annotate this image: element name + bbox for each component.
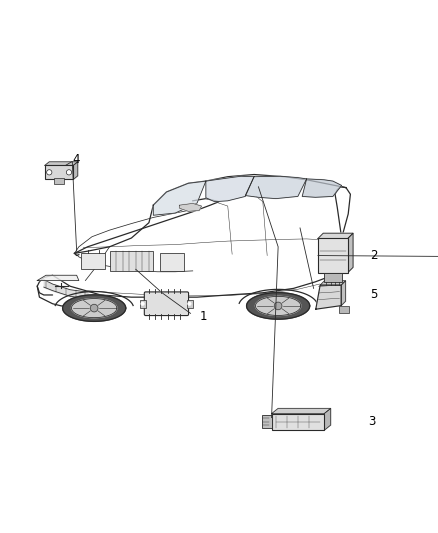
- Polygon shape: [348, 233, 353, 273]
- Polygon shape: [302, 179, 342, 197]
- Polygon shape: [180, 204, 201, 211]
- Polygon shape: [341, 281, 346, 305]
- Bar: [262, 415, 272, 427]
- Text: 4: 4: [72, 152, 80, 166]
- Polygon shape: [45, 162, 78, 165]
- Polygon shape: [37, 275, 79, 280]
- Bar: [160, 253, 184, 271]
- Polygon shape: [316, 285, 341, 309]
- Polygon shape: [318, 233, 353, 238]
- Polygon shape: [71, 298, 117, 318]
- FancyBboxPatch shape: [144, 292, 188, 316]
- Polygon shape: [245, 176, 307, 199]
- Bar: [81, 253, 105, 269]
- Circle shape: [141, 302, 145, 305]
- Polygon shape: [324, 408, 331, 430]
- Bar: [324, 273, 342, 282]
- Text: 1: 1: [199, 310, 207, 324]
- Circle shape: [67, 169, 71, 175]
- Polygon shape: [255, 296, 301, 316]
- Circle shape: [274, 302, 282, 310]
- Bar: [339, 305, 349, 313]
- Polygon shape: [320, 281, 346, 285]
- Text: 2: 2: [370, 249, 378, 262]
- Bar: [110, 251, 153, 271]
- Polygon shape: [206, 176, 254, 201]
- Bar: [187, 300, 193, 308]
- Polygon shape: [247, 293, 310, 319]
- Bar: [54, 179, 64, 184]
- Circle shape: [187, 302, 191, 305]
- Bar: [272, 414, 324, 430]
- Circle shape: [46, 169, 52, 175]
- Polygon shape: [63, 295, 126, 321]
- Polygon shape: [74, 162, 78, 179]
- Polygon shape: [153, 181, 206, 215]
- Bar: [140, 300, 145, 308]
- Text: 3: 3: [368, 416, 375, 429]
- Circle shape: [90, 304, 98, 312]
- Bar: [318, 238, 348, 273]
- Bar: [45, 165, 74, 179]
- Polygon shape: [272, 408, 331, 414]
- Text: 5: 5: [370, 288, 378, 302]
